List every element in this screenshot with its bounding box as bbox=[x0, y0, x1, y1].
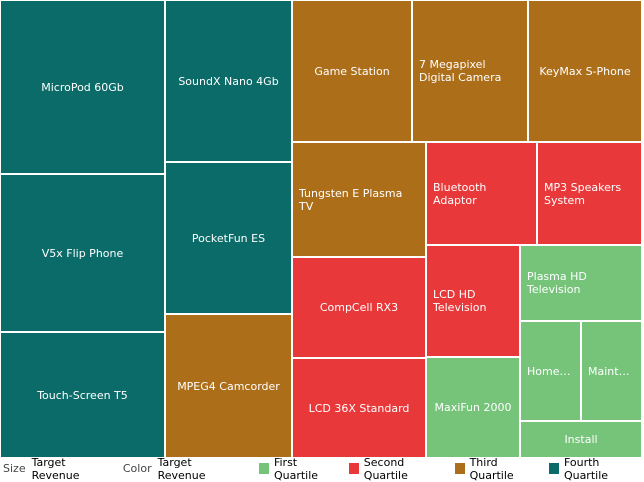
legend-swatch bbox=[258, 463, 269, 474]
treemap-tile-soundx-nano-4gb[interactable]: SoundX Nano 4Gb bbox=[165, 0, 292, 162]
tile-label: LCD 36X Standard bbox=[308, 401, 410, 415]
treemap-tile-7-megapixel-digital-camera[interactable]: 7 Megapixel Digital Camera bbox=[412, 0, 528, 142]
legend: First Quartile Second Quartile Third Qua… bbox=[249, 456, 640, 482]
tile-label: Game Station bbox=[314, 64, 390, 78]
tile-label: HomeCo... bbox=[527, 364, 577, 378]
treemap-tile-install[interactable]: Install bbox=[520, 421, 642, 458]
tile-label: CompCell RX3 bbox=[319, 301, 399, 314]
size-label: Size bbox=[3, 462, 26, 475]
treemap-tile-game-station[interactable]: Game Station bbox=[292, 0, 412, 142]
treemap-tile-pocketfun-es[interactable]: PocketFun ES bbox=[165, 162, 292, 314]
tile-label: Plasma HD Television bbox=[527, 270, 587, 296]
treemap-tile-lcd-hd-television[interactable]: LCD HD Television bbox=[426, 245, 520, 357]
tile-label: Bluetooth Adaptor bbox=[433, 180, 487, 207]
tile-label: 7 Megapixel Digital Camera bbox=[419, 58, 502, 84]
tile-label: LCD HD Television bbox=[433, 288, 487, 314]
treemap-tile-plasma-hd-television[interactable]: Plasma HD Television bbox=[520, 245, 642, 321]
treemap-tile-homeco[interactable]: HomeCo... bbox=[520, 321, 581, 421]
tile-label: MPEG4 Camcorder bbox=[177, 379, 280, 393]
treemap-tile-bluetooth-adaptor[interactable]: Bluetooth Adaptor bbox=[426, 142, 537, 245]
legend-label: Third Quartile bbox=[469, 455, 514, 482]
legend-label: First Quartile bbox=[273, 455, 319, 482]
legend-label: Fourth Quartile bbox=[563, 455, 609, 482]
treemap-tile-keymax-s-phone[interactable]: KeyMax S-Phone bbox=[528, 0, 642, 142]
tile-label: MP3 Speakers System bbox=[544, 180, 622, 207]
treemap-tile-mpeg4-camcorder[interactable]: MPEG4 Camcorder bbox=[165, 314, 292, 458]
tile-label: V5x Flip Phone bbox=[41, 246, 124, 260]
tile-label: Install bbox=[564, 433, 598, 446]
legend-item-first-quartile[interactable]: First Quartile bbox=[258, 455, 339, 482]
tile-label: SoundX Nano 4Gb bbox=[178, 74, 279, 88]
tile-label: MaxiFun 2000 bbox=[434, 401, 512, 414]
chart-footer: Size Target Revenue Color Target Revenue… bbox=[0, 455, 644, 482]
tile-label: PocketFun ES bbox=[191, 231, 266, 245]
treemap-tile-micropod-60gb[interactable]: MicroPod 60Gb bbox=[0, 0, 165, 174]
tile-label: Mainten... bbox=[588, 364, 638, 378]
tile-label: Touch-Screen T5 bbox=[37, 388, 128, 402]
legend-item-third-quartile[interactable]: Third Quartile bbox=[454, 455, 539, 482]
size-value: Target Revenue bbox=[31, 455, 80, 482]
treemap-tile-mainten[interactable]: Mainten... bbox=[581, 321, 642, 421]
legend-item-second-quartile[interactable]: Second Quartile bbox=[348, 455, 445, 482]
treemap-tile-tungsten-e-plasma-tv[interactable]: Tungsten E Plasma TV bbox=[292, 142, 426, 257]
treemap-tile-v5x-flip-phone[interactable]: V5x Flip Phone bbox=[0, 174, 165, 332]
treemap: MicroPod 60Gb V5x Flip Phone Touch-Screen … bbox=[0, 0, 644, 458]
treemap-tile-lcd-36x-standard[interactable]: LCD 36X Standard bbox=[292, 358, 426, 458]
legend-label: Second Quartile bbox=[363, 455, 408, 482]
legend-item-fourth-quartile[interactable]: Fourth Quartile bbox=[548, 455, 640, 482]
tile-label: Tungsten E Plasma TV bbox=[299, 186, 403, 213]
legend-swatch bbox=[454, 463, 465, 474]
treemap-tile-compcell-rx3[interactable]: CompCell RX3 bbox=[292, 257, 426, 358]
tile-label: MicroPod 60Gb bbox=[41, 80, 124, 94]
legend-swatch bbox=[348, 463, 359, 474]
color-value: Target Revenue bbox=[157, 455, 206, 482]
treemap-tile-maxifun-2000[interactable]: MaxiFun 2000 bbox=[426, 357, 520, 458]
treemap-tile-touch-screen-t5[interactable]: Touch-Screen T5 bbox=[0, 332, 165, 458]
tile-label: KeyMax S-Phone bbox=[539, 64, 631, 78]
color-label: Color bbox=[122, 462, 152, 475]
legend-swatch bbox=[548, 463, 559, 474]
treemap-tile-mp3-speakers-system[interactable]: MP3 Speakers System bbox=[537, 142, 642, 245]
